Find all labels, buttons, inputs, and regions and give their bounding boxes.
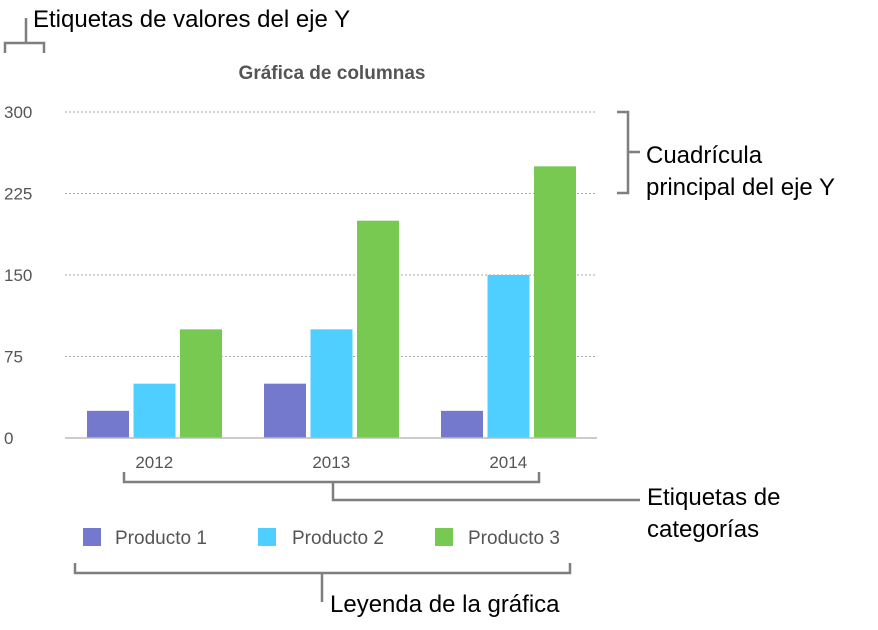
y-labels-bracket	[3, 18, 46, 53]
callout-category-labels-line2: categorías	[647, 516, 759, 543]
x-category-label: 2013	[312, 453, 350, 472]
callout-legend: Leyenda de la gráfica	[330, 591, 560, 618]
bar-2012-series-3	[180, 329, 222, 438]
callout-category-labels-line1: Etiquetas de	[647, 484, 780, 511]
bar-2014-series-2	[487, 275, 530, 438]
legend-bracket	[73, 563, 572, 602]
x-category-label: 2014	[489, 453, 527, 472]
y-tick-label: 0	[4, 429, 13, 448]
legend-label: Producto 2	[292, 528, 384, 549]
callout-gridlines-line1: Cuadrícula	[646, 142, 763, 169]
callout-y-value-labels: Etiquetas de valores del eje Y	[33, 6, 350, 33]
bar-2012-series-1	[87, 410, 129, 438]
bar-2013-series-2	[310, 329, 353, 438]
callout-gridlines-line2: principal del eje Y	[646, 174, 835, 201]
legend-swatch	[435, 528, 453, 546]
y-tick-label: 150	[4, 266, 32, 285]
bar-2013-series-3	[357, 220, 399, 438]
bar-2013-series-1	[264, 383, 306, 438]
bar-2012-series-2	[133, 383, 176, 438]
legend-swatch	[83, 528, 101, 546]
y-tick-label: 300	[4, 103, 32, 122]
bar-2014-series-1	[441, 410, 483, 438]
legend-label: Producto 3	[468, 528, 560, 549]
x-category-label: 2012	[135, 453, 173, 472]
y-tick-label: 75	[4, 348, 23, 367]
y-tick-label: 225	[4, 185, 32, 204]
category-labels-bracket	[122, 472, 640, 502]
gridlines-bracket	[617, 110, 640, 195]
chart-title: Gráfica de columnas	[239, 63, 426, 84]
legend-swatch	[258, 528, 276, 546]
bar-2014-series-3	[534, 166, 576, 439]
legend-label: Producto 1	[115, 528, 207, 549]
